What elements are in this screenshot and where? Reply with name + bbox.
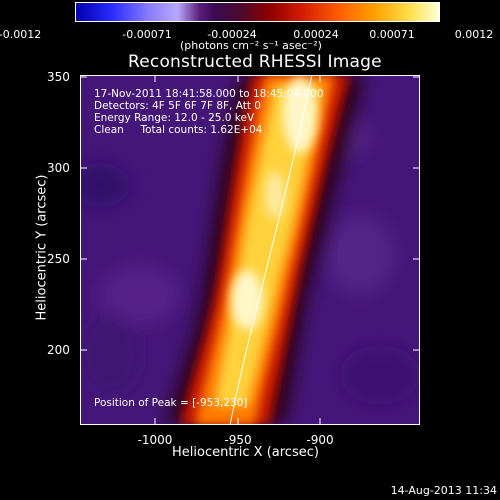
peak-position-text: Position of Peak = [-953,230] [94,397,248,409]
x-tick-label: -900 [306,433,334,447]
x-tick-label: -1000 [137,433,173,447]
colorbar-units: (photons cm⁻² s⁻¹ asec⁻²) [180,39,322,52]
y-tick-label: 250 [47,252,70,266]
time-range-text: 17-Nov-2011 18:41:58.000 to 18:45:04.000 [94,88,324,100]
x-axis-label: Heliocentric X (arcsec) [172,445,319,460]
detectors-text: Detectors: 4F 5F 6F 7F 8F, Att 0 [94,100,261,112]
colorbar [75,2,440,22]
x-tick-label: -950 [224,433,252,447]
y-axis-label: Heliocentric Y (arcsec) [34,174,50,321]
rhessi-image [80,75,420,425]
rhessi-image-svg [80,75,420,425]
plot-title: Reconstructed RHESSI Image [128,52,382,72]
energy-range-text: Energy Range: 12.0 - 25.0 keV [94,112,255,124]
clean-counts-text: Clean Total counts: 1.62E+04 [94,124,263,136]
colorbar-tick: 0.0012 [454,28,494,41]
colorbar-tick: 0.00024 [293,28,339,41]
timestamp: 14-Aug-2013 11:34 [390,484,497,497]
colorbar-tick: -0.00024 [207,28,257,41]
y-tick-label: 350 [47,70,70,84]
y-tick-label: 200 [47,343,70,357]
colorbar-tick: -0.00071 [122,28,172,41]
y-tick-label: 300 [47,161,70,175]
colorbar-tick: 0.00071 [369,28,415,41]
colorbar-tick: -0.0012 [0,28,42,41]
